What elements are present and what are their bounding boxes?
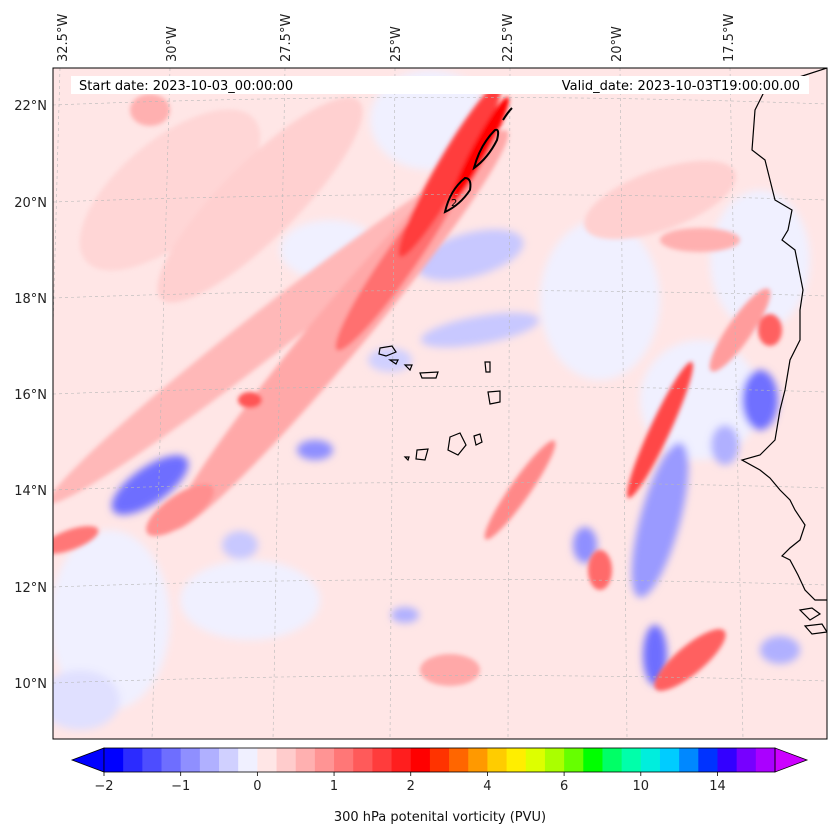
valid-date-text: Valid_date: 2023-10-03T19:00:00.00	[562, 79, 800, 94]
lat-label: 14°N	[14, 484, 47, 499]
colorbar-segment	[468, 748, 488, 772]
colorbar-tick-label: 1	[330, 779, 338, 794]
colorbar-under-arrow	[70, 747, 105, 773]
svg-text:2: 2	[451, 198, 457, 209]
lon-label: 22.5°W	[501, 14, 516, 62]
colorbar-segment	[353, 748, 373, 772]
colorbar-segment	[621, 748, 642, 772]
colorbar-tick-label: 0	[253, 779, 261, 794]
header-bar	[71, 76, 809, 94]
colorbar-segment	[180, 748, 201, 772]
coastlines	[378, 68, 827, 635]
lat-label: 12°N	[14, 581, 47, 596]
start-date-text: Start date: 2023-10-03_00:00:00	[79, 79, 293, 94]
lon-label: 25°W	[389, 26, 404, 62]
colorbar-segment	[679, 748, 699, 772]
colorbar-segments	[104, 748, 776, 772]
colorbar-segment	[391, 748, 412, 772]
colorbar-segment	[199, 748, 220, 772]
colorbar-segment	[238, 748, 258, 772]
colorbar-segment	[487, 748, 508, 772]
lat-label: 10°N	[14, 677, 47, 692]
colorbar: −2 −1 0 1 2 4 6 10 14 300 hPa potenital vorticit…	[70, 747, 809, 825]
colorbar-segment	[525, 748, 546, 772]
colorbar-segment	[410, 748, 431, 772]
lat-label: 22°N	[14, 99, 47, 114]
colorbar-segment	[104, 748, 124, 772]
colorbar-over-arrow	[774, 747, 809, 773]
colorbar-segment	[257, 748, 278, 772]
colorbar-outline	[103, 747, 776, 773]
lat-label: 18°N	[14, 292, 47, 307]
map-area: 2	[53, 68, 827, 739]
colorbar-tick-label: −1	[171, 779, 190, 794]
colorbar-tick-label: −2	[94, 779, 113, 794]
colorbar-segment	[334, 748, 354, 772]
lon-label: 32.5°W	[56, 14, 71, 62]
colorbar-segment	[755, 748, 776, 772]
longitude-labels: 32.5°W 30°W 27.5°W 25°W 22.5°W 20°W 17.5…	[56, 14, 737, 62]
lon-label: 27.5°W	[279, 14, 294, 62]
colorbar-segment	[219, 748, 239, 772]
colorbar-segment	[583, 748, 603, 772]
lat-label: 20°N	[14, 196, 47, 211]
colorbar-segment	[736, 748, 757, 772]
colorbar-segment	[659, 748, 680, 772]
colorbar-segment	[506, 748, 527, 772]
colorbar-tick-label: 14	[709, 779, 726, 794]
colorbar-segment	[276, 748, 297, 772]
colorbar-tick-label: 2	[407, 779, 415, 794]
lon-label: 20°W	[610, 26, 625, 62]
colorbar-segment	[314, 748, 335, 772]
colorbar-segment	[142, 748, 163, 772]
lon-label: 17.5°W	[722, 14, 737, 62]
colorbar-segment	[698, 748, 718, 772]
colorbar-ticks: −2 −1 0 1 2 4 6 10 14	[94, 772, 726, 794]
colorbar-segment	[564, 748, 584, 772]
positive-pv-field	[53, 83, 782, 691]
colorbar-segment	[717, 748, 738, 772]
pv-2-contour: 2	[443, 107, 513, 214]
lat-label: 16°N	[14, 388, 47, 403]
colorbar-segment	[449, 748, 469, 772]
latitude-labels: 22°N 20°N 18°N 16°N 14°N 12°N 10°N	[14, 99, 47, 692]
map-frame	[52, 67, 828, 740]
colorbar-segment	[161, 748, 182, 772]
colorbar-segment	[602, 748, 623, 772]
colorbar-segment	[429, 748, 450, 772]
colorbar-segment	[544, 748, 565, 772]
lon-label: 30°W	[165, 26, 180, 62]
colorbar-segment	[123, 748, 143, 772]
colorbar-segment	[372, 748, 393, 772]
colorbar-tick-label: 10	[633, 779, 650, 794]
colorbar-segment	[295, 748, 316, 772]
colorbar-tick-label: 4	[483, 779, 491, 794]
colorbar-segment	[640, 748, 661, 772]
colorbar-tick-label: 6	[560, 779, 568, 794]
colorbar-label: 300 hPa potenital vorticity (PVU)	[334, 810, 546, 825]
graticule	[53, 68, 827, 739]
